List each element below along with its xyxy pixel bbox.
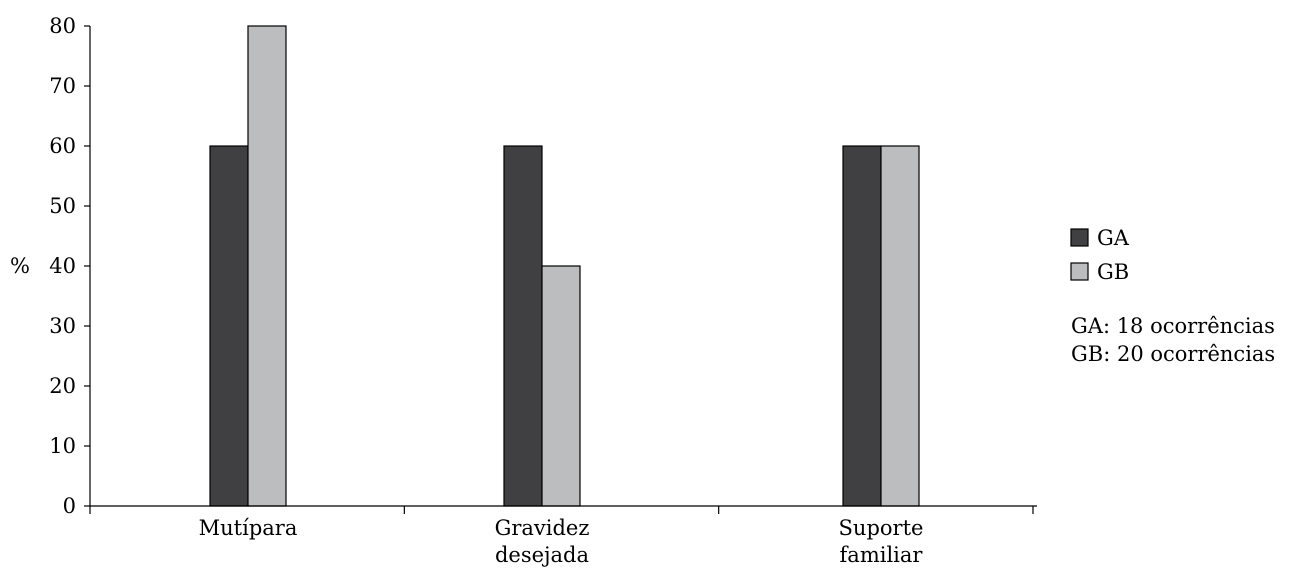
y-tick-label: 50 — [49, 194, 76, 218]
annotation-gb-count: GB: 20 ocorrências — [1071, 342, 1275, 366]
bar-gb-0 — [247, 25, 287, 507]
y-tick-label: 20 — [49, 374, 76, 398]
bar-ga-1 — [503, 145, 543, 507]
x-tick-label: familiar — [840, 543, 924, 567]
y-tick-label: 60 — [49, 134, 76, 158]
legend-label-gb: GB — [1097, 260, 1129, 284]
y-tick-label: 0 — [63, 494, 76, 518]
y-tick-label: 70 — [49, 74, 76, 98]
x-tick-label: Suporte — [839, 516, 924, 540]
legend-label-ga: GA — [1097, 226, 1130, 250]
bar-ga-2 — [842, 145, 882, 507]
x-tick-label: Mutípara — [199, 516, 298, 540]
x-tick-label: Gravidez — [495, 516, 590, 540]
bars-group — [209, 25, 920, 507]
y-tick-label: 10 — [49, 434, 76, 458]
bar-gb-1 — [541, 265, 581, 507]
x-tick-label: desejada — [495, 543, 589, 567]
annotation-ga-count: GA: 18 ocorrências — [1071, 314, 1275, 338]
y-tick-label: 40 — [49, 254, 76, 278]
y-tick-label: 30 — [49, 314, 76, 338]
axes-group: 0 10 20 30 40 50 60 70 80 Mutípara Gravidez desejad… — [49, 14, 1037, 567]
y-axis-label: % — [10, 254, 30, 278]
bar-gb-2 — [880, 145, 920, 507]
bar-ga-0 — [209, 145, 249, 507]
y-tick-label: 80 — [49, 14, 76, 38]
legend: GA GB — [1070, 226, 1130, 284]
legend-swatch-gb — [1070, 262, 1089, 281]
legend-swatch-ga — [1070, 228, 1089, 247]
